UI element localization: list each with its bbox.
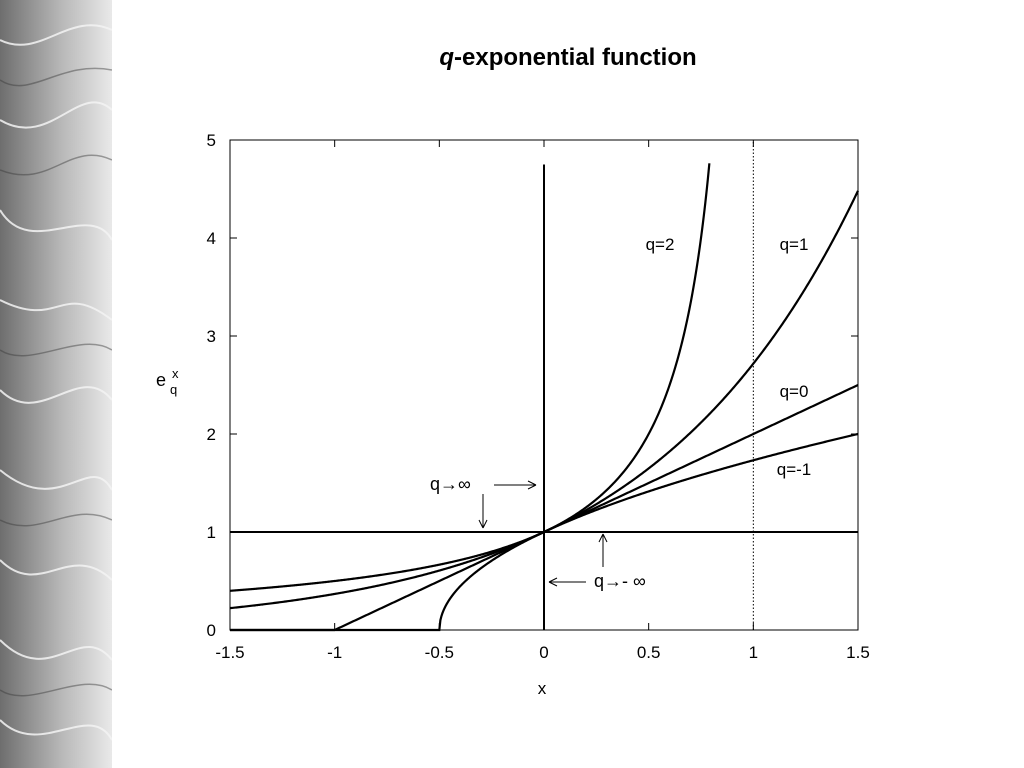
x-tick-label: 1 xyxy=(749,643,758,662)
y-tick-label: 0 xyxy=(207,621,216,640)
series-label: q=0 xyxy=(780,382,809,401)
x-tick-labels: -1.5 -1 -0.5 0 0.5 1 1.5 xyxy=(215,643,869,662)
annotation-arrowhead-up xyxy=(598,533,608,543)
y-tick-labels: 0 1 2 3 4 5 xyxy=(207,131,216,640)
y-tick-label: 4 xyxy=(207,229,216,248)
x-tick-label: 0 xyxy=(539,643,548,662)
y-tick-label: 3 xyxy=(207,327,216,346)
x-tick-label: -1 xyxy=(327,643,342,662)
curve-q-eq-neg-1 xyxy=(230,432,859,632)
y-axis-label-sup: x xyxy=(172,366,179,381)
x-tick-label: 1.5 xyxy=(846,643,870,662)
decorative-swirl-graphic xyxy=(0,0,112,768)
y-axis-label: e x q xyxy=(156,366,179,397)
title-text: -exponential function xyxy=(454,44,697,71)
y-tick-label: 5 xyxy=(207,131,216,150)
annotation-q-to-inf-label: q→∞ xyxy=(430,474,471,494)
y-axis-label-base: e xyxy=(156,370,166,390)
annotations: q→∞ q→- ∞ xyxy=(430,474,646,591)
x-tick-label: -1.5 xyxy=(215,643,244,662)
series-label: q=2 xyxy=(646,235,675,254)
title-q-symbol: q xyxy=(439,44,454,71)
curve-q-eq-2 xyxy=(229,163,711,592)
annotation-arrowhead-right xyxy=(527,480,537,490)
slide-title: q-exponential function xyxy=(112,44,1024,72)
y-tick-label: 1 xyxy=(207,523,216,542)
y-tick-label: 2 xyxy=(207,425,216,444)
y-axis-label-sub: q xyxy=(170,382,177,397)
annotation-arrowhead-down xyxy=(478,519,488,529)
series-label: q=1 xyxy=(780,235,809,254)
decorative-side-art xyxy=(0,0,112,768)
series-label: q=-1 xyxy=(777,460,812,479)
annotation-arrowhead-left xyxy=(548,577,558,587)
series-labels: q=2 q=1 q=0 q=-1 xyxy=(646,235,812,479)
annotation-q-to-neg-inf-label: q→- ∞ xyxy=(594,571,646,591)
x-axis-label: x xyxy=(538,679,547,698)
series-curves xyxy=(229,163,859,632)
x-tick-label: 0.5 xyxy=(637,643,661,662)
reference-lines xyxy=(230,140,858,630)
x-tick-label: -0.5 xyxy=(425,643,454,662)
